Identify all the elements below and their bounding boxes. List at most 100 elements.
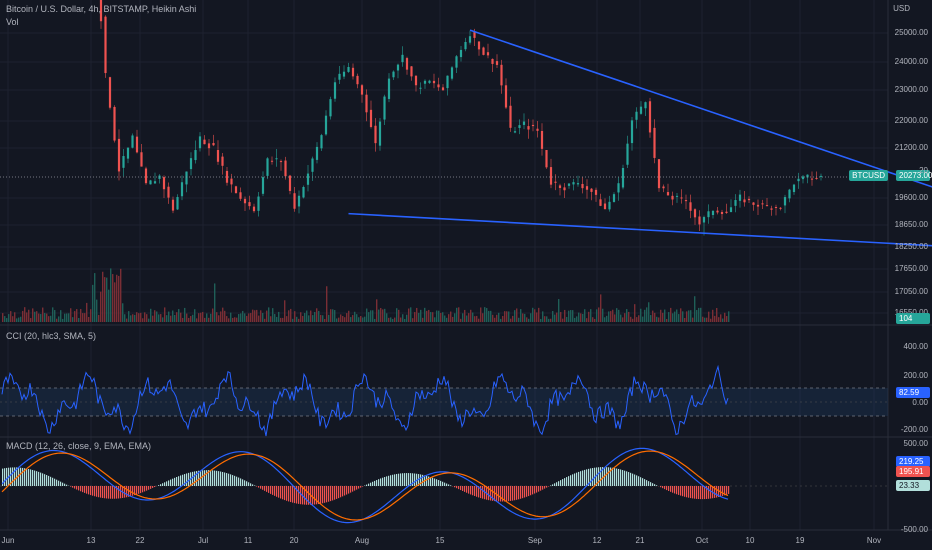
- macd-histogram-bar: [238, 477, 240, 486]
- macd-histogram-bar: [72, 486, 74, 488]
- macd-histogram-bar: [666, 486, 668, 491]
- volume-bar: [36, 311, 38, 322]
- volume-bar: [246, 315, 248, 322]
- volume-bar: [650, 315, 652, 322]
- volume-bar: [508, 311, 510, 322]
- volume-bar: [600, 294, 602, 322]
- cci-line: [1, 364, 729, 437]
- macd-histogram-bar: [338, 486, 340, 499]
- macd-histogram-bar: [178, 476, 180, 486]
- macd-histogram-bar: [40, 472, 42, 486]
- cci-value-tag: 82.59: [896, 387, 930, 398]
- macd-histogram-bar: [26, 468, 28, 486]
- volume-bar: [168, 311, 170, 322]
- macd-histogram-bar: [520, 486, 522, 499]
- macd-histogram-bar: [140, 486, 142, 494]
- macd-histogram-bar: [16, 467, 18, 486]
- volume-bar: [54, 310, 56, 322]
- volume-bar: [244, 313, 246, 322]
- candle-body: [248, 202, 251, 207]
- volume-bar: [104, 277, 106, 322]
- volume-bar: [688, 310, 690, 322]
- macd-histogram-bar: [614, 468, 616, 486]
- volume-bar: [194, 309, 196, 322]
- macd-histogram-bar: [292, 486, 294, 503]
- macd-histogram-bar: [276, 486, 278, 497]
- volume-bar: [228, 318, 230, 322]
- volume-bar: [470, 309, 472, 322]
- volume-bar: [110, 268, 112, 322]
- volume-bar: [410, 307, 412, 322]
- volume-bar: [624, 313, 626, 322]
- volume-bar: [552, 310, 554, 322]
- macd-histogram-bar: [400, 473, 402, 486]
- time-tick-label: 11: [243, 536, 253, 545]
- macd-histogram-bar: [214, 470, 216, 486]
- candle-body: [482, 47, 485, 55]
- volume-bar: [494, 317, 496, 322]
- macd-histogram-bar: [196, 471, 198, 486]
- volume-bar: [350, 317, 352, 322]
- candle-body: [437, 84, 440, 88]
- macd-histogram-bar: [396, 473, 398, 486]
- volume-bar: [616, 308, 618, 322]
- macd-histogram-bar: [52, 477, 54, 486]
- volume-bar: [240, 313, 242, 322]
- volume-bar: [206, 313, 208, 322]
- candle-body: [725, 211, 728, 213]
- volume-bar: [308, 315, 310, 322]
- candle-body: [320, 135, 323, 149]
- candle-body: [288, 175, 292, 191]
- macd-histogram-bar: [402, 473, 404, 486]
- macd-histogram-bar: [362, 486, 364, 487]
- candle-body: [662, 186, 665, 189]
- cci-tick-label: 400.00: [903, 342, 928, 351]
- volume-bar: [546, 316, 548, 322]
- candle-body: [680, 197, 683, 199]
- volume-bar: [720, 314, 722, 322]
- candle-body: [329, 99, 332, 117]
- candle-body: [257, 196, 260, 211]
- volume-bar: [664, 309, 666, 322]
- volume-bar: [426, 310, 428, 322]
- volume-bar: [558, 299, 560, 322]
- macd-histogram-bar: [240, 478, 242, 486]
- candle-body: [342, 71, 346, 77]
- volume-bar: [132, 314, 134, 322]
- price-tick-label: 17050.00: [894, 287, 928, 296]
- candle-body: [549, 167, 553, 185]
- macd-histogram-bar: [154, 486, 156, 488]
- volume-bar: [320, 314, 322, 322]
- macd-histogram-bar: [578, 471, 580, 486]
- macd-histogram-bar: [366, 484, 368, 486]
- volume-bar: [682, 311, 684, 322]
- macd-histogram-bar: [192, 471, 194, 486]
- macd-histogram-bar: [30, 469, 32, 486]
- macd-histogram-bar: [94, 486, 96, 497]
- candle-body: [162, 177, 166, 190]
- candle-body: [657, 159, 661, 189]
- macd-histogram-bar: [342, 486, 344, 497]
- volume-bar: [210, 313, 212, 322]
- volume-bar: [124, 314, 126, 322]
- macd-histogram-bar: [454, 486, 456, 488]
- volume-bar: [424, 307, 426, 322]
- time-tick-label: 10: [745, 536, 755, 545]
- volume-bar: [466, 315, 468, 322]
- volume-bar: [18, 317, 20, 322]
- macd-histogram-bar: [286, 486, 288, 501]
- volume-bar: [574, 317, 576, 322]
- candle-body: [495, 61, 499, 65]
- volume-bar: [336, 318, 338, 322]
- macd-histogram-bar: [698, 486, 700, 500]
- macd-histogram-bar: [288, 486, 290, 502]
- macd-histogram-bar: [544, 486, 546, 489]
- volume-bar: [448, 314, 450, 322]
- macd-histogram-bar: [680, 486, 682, 496]
- volume-bar: [70, 308, 72, 322]
- volume-tag: 104: [896, 313, 930, 324]
- macd-histogram-bar: [18, 467, 20, 486]
- candle-body: [491, 58, 494, 64]
- candle-body: [261, 177, 265, 194]
